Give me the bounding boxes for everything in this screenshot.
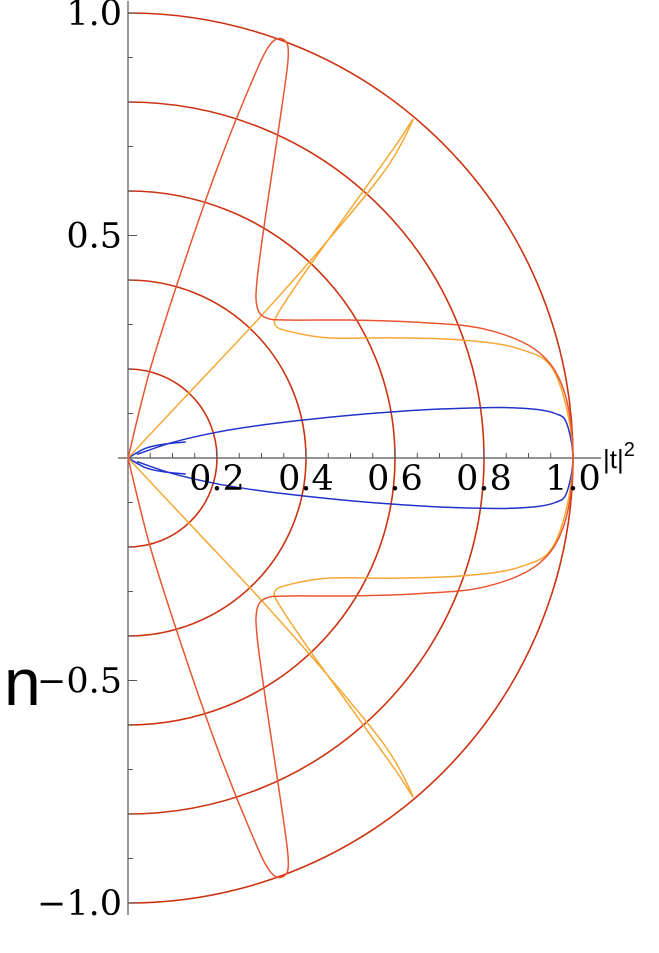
y-tick-label-2: −0.5	[37, 662, 122, 702]
y-tick-label-0: 1.0	[66, 0, 122, 34]
series-curve-2	[127, 457, 186, 475]
axes	[118, 1, 601, 915]
x-tick-label-3: 0.8	[456, 459, 512, 499]
x-tick-label-4: 1.0	[545, 459, 601, 499]
x-axis-label-superscript: 2	[624, 439, 635, 461]
tick-labels: 1.0 0.5 −0.5 −1.0 0.2 0.4 0.6 0.8 1.0	[37, 0, 601, 924]
x-axis-label-base: |t|	[603, 444, 624, 474]
y-tick-label-3: −1.0	[37, 884, 122, 924]
y-tick-label-1: 0.5	[66, 217, 122, 257]
x-tick-label-1: 0.4	[278, 459, 334, 499]
series-curves	[127, 37, 574, 879]
x-axis-label: |t|2	[603, 439, 635, 474]
partial-side-label: n	[4, 645, 41, 719]
x-tick-label-2: 0.6	[367, 459, 423, 499]
x-tick-label-0: 0.2	[189, 459, 245, 499]
series-curve-4	[127, 37, 574, 879]
series-curve-1	[127, 441, 186, 459]
